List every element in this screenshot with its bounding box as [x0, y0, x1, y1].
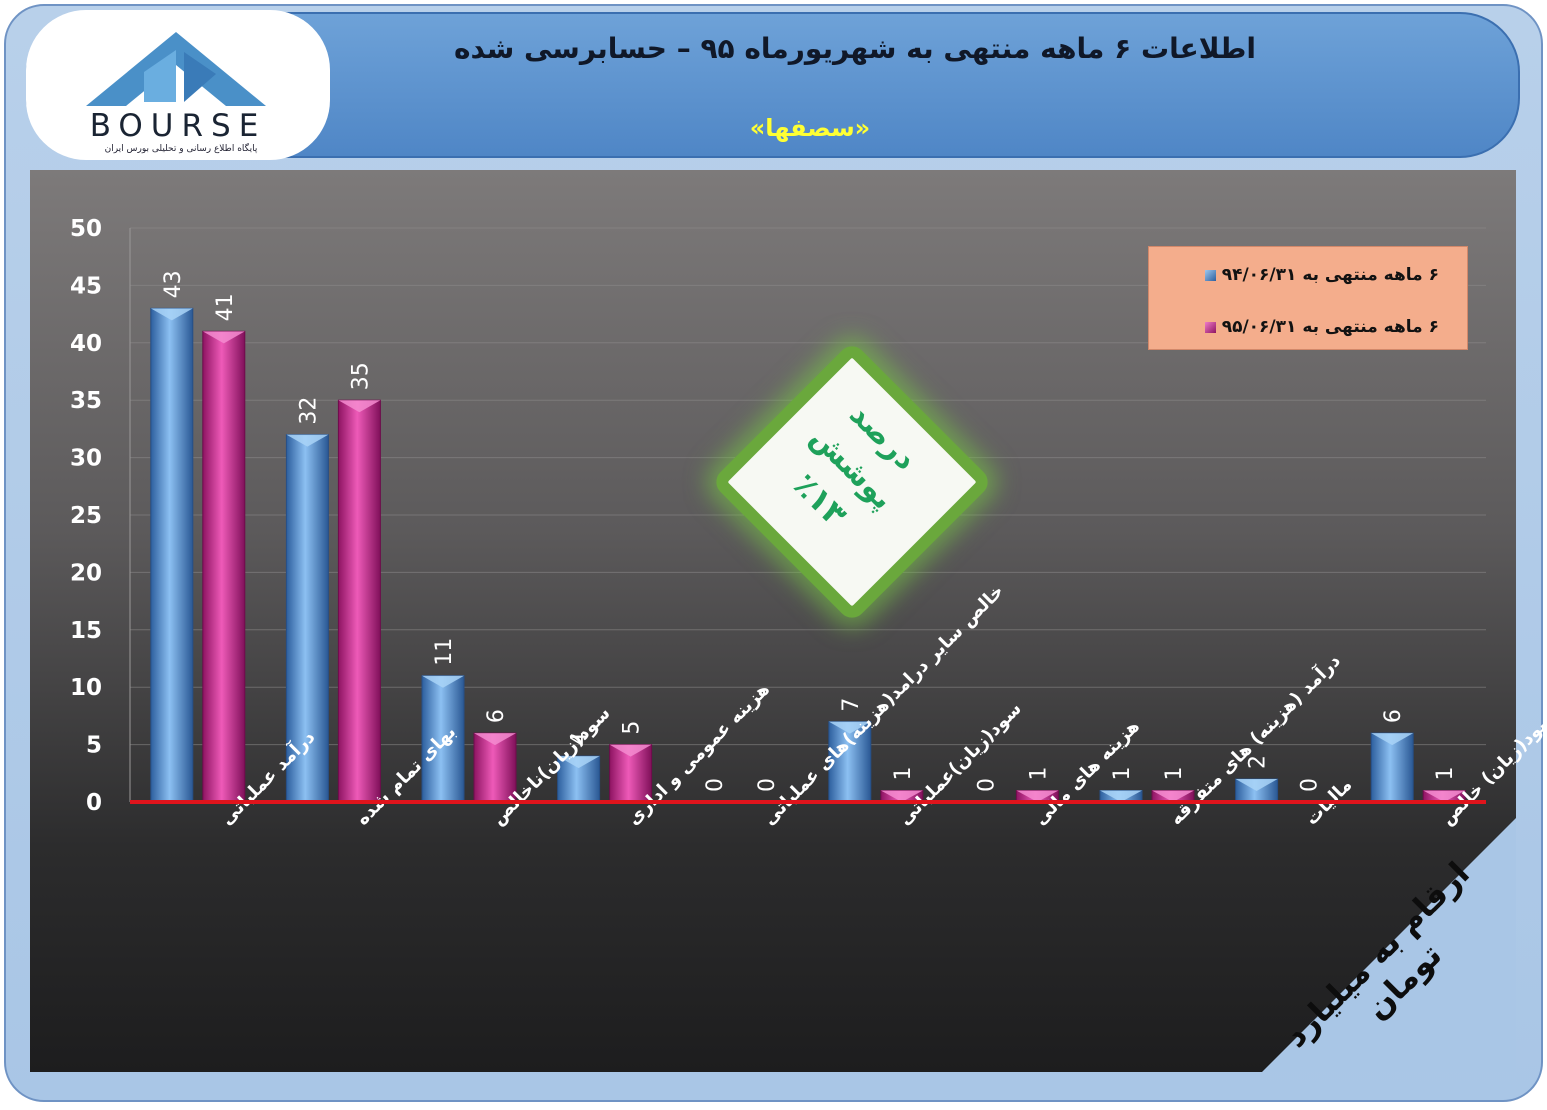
bar-bevel	[1423, 790, 1466, 802]
y-tick-label: 25	[70, 503, 102, 529]
y-tick-label: 15	[70, 618, 102, 644]
bar-bevel	[1016, 790, 1059, 802]
bar	[421, 675, 465, 803]
logo-tagline: پایگاه اطلاع رسانی و تحلیلی بورس ایران	[104, 144, 258, 154]
data-label: 11	[432, 638, 457, 666]
units-corner	[1176, 800, 1516, 1072]
y-tick-label: 50	[70, 216, 102, 242]
bourse-logo: BOURSE پایگاه اطلاع رسانی و تحلیلی بورس …	[26, 10, 330, 160]
y-tick-label: 40	[70, 331, 102, 357]
bar-bevel	[150, 308, 193, 321]
data-label: 2	[1246, 755, 1271, 769]
data-label: 4	[568, 732, 593, 746]
page-title: اطلاعات ۶ ماهه منتهی به شهریورماه ۹۵ – ح…	[453, 32, 1256, 65]
bar-bevel	[1371, 733, 1414, 746]
data-label: 1	[1162, 767, 1187, 781]
bar-bevel	[338, 400, 381, 413]
bar	[828, 721, 872, 803]
bar-bevel	[880, 790, 923, 802]
bar-bevel	[609, 744, 652, 757]
legend-swatch-95	[1204, 321, 1216, 333]
data-label: 32	[296, 397, 321, 425]
data-label: 7	[839, 698, 864, 712]
y-tick-label: 0	[86, 790, 102, 816]
y-tick-label: 35	[70, 388, 102, 414]
data-label: 35	[348, 362, 373, 390]
bar-bevel	[286, 434, 329, 447]
bar-bevel	[557, 756, 600, 769]
data-label: 41	[213, 293, 238, 321]
bar	[150, 307, 194, 803]
bar	[337, 399, 381, 803]
logo-mountain-icon	[86, 32, 266, 106]
data-label: 43	[161, 270, 186, 298]
data-label: 1	[1026, 767, 1051, 781]
legend-item-94: ۶ ماهه منتهی به ۹۴/۰۶/۳۱	[1204, 265, 1439, 285]
bar-bevel	[828, 721, 871, 734]
y-tick-label: 30	[70, 446, 102, 472]
data-label: 1	[891, 767, 916, 781]
data-label: 6	[1381, 709, 1406, 723]
bar-bevel	[1152, 790, 1194, 802]
y-tick-label: 10	[70, 675, 102, 701]
data-label: 0	[755, 778, 780, 792]
bar-bevel	[1100, 790, 1142, 802]
bar-bevel	[422, 675, 464, 688]
legend-label-94: ۶ ماهه منتهی به ۹۴/۰۶/۳۱	[1221, 265, 1439, 285]
bar	[285, 434, 329, 803]
data-label: 6	[484, 709, 509, 723]
bar-bevel	[474, 733, 516, 746]
data-label: 0	[974, 778, 999, 792]
data-label: 0	[703, 778, 728, 792]
y-tick-label: 5	[86, 733, 102, 759]
data-label: 0	[1298, 778, 1323, 792]
legend-label-95: ۶ ماهه منتهی به ۹۵/۰۶/۳۱	[1221, 317, 1439, 337]
data-label: 1	[1110, 767, 1135, 781]
data-label: 1	[1433, 767, 1458, 781]
company-subtitle: «سصفها»	[749, 114, 871, 142]
logo-wordmark: BOURSE	[89, 108, 267, 144]
x-tick-label: سود(زیان)عملیاتی	[894, 698, 1025, 829]
y-tick-label: 45	[70, 273, 102, 299]
chart-legend: ۶ ماهه منتهی به ۹۴/۰۶/۳۱ ۶ ماهه منتهی به…	[1148, 246, 1468, 350]
bar	[202, 330, 246, 803]
data-label: 5	[620, 721, 645, 735]
legend-swatch-94	[1204, 269, 1216, 281]
legend-item-95: ۶ ماهه منتهی به ۹۵/۰۶/۳۱	[1204, 317, 1439, 337]
bar-bevel	[1235, 779, 1278, 792]
bar-bevel	[202, 331, 245, 344]
y-tick-label: 20	[70, 560, 102, 586]
